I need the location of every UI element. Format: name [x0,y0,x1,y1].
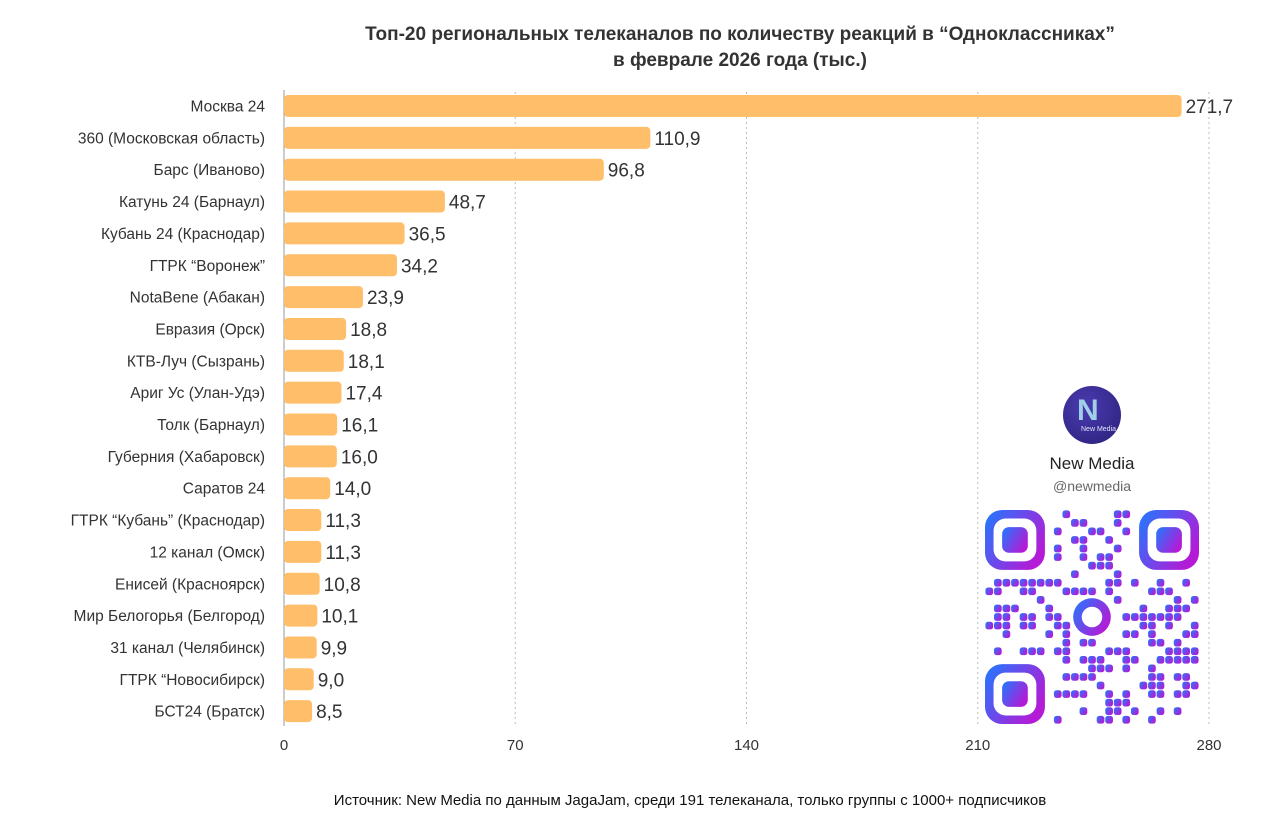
brand-name: New Media [1049,454,1135,473]
category-label: NotaBene (Абакан) [130,290,265,307]
value-label: 11,3 [325,543,361,564]
value-label: 34,2 [401,256,438,277]
new-media-logo-icon: N New Media [1063,386,1121,444]
value-label: 271,7 [1186,97,1234,118]
category-label: КТВ-Луч (Сызрань) [127,353,265,370]
category-label: ГТРК “Новосибирск) [120,672,265,689]
bar [284,477,331,500]
category-label: Катунь 24 (Барнаул) [119,194,265,211]
bar [284,222,405,245]
value-label: 96,8 [608,161,645,182]
category-label: Мир Белогорья (Белгород) [74,608,265,625]
value-label: 10,1 [321,607,358,628]
category-label: ГТРК “Кубань” (Краснодар) [71,513,265,530]
value-label: 18,1 [348,352,385,373]
bar [284,636,317,659]
category-label: Енисей (Красноярск) [115,576,265,593]
category-label: Барс (Иваново) [154,162,265,179]
bar [284,509,322,532]
category-label: 12 канал (Омск) [150,544,265,561]
category-label: Саратов 24 [183,481,266,498]
chart-title-line1: Топ-20 региональных телеканалов по колич… [365,24,1115,45]
value-label: 11,3 [325,511,361,532]
value-label: 9,0 [318,670,344,691]
bar [284,604,318,627]
bar [284,286,363,309]
bar [284,317,347,340]
bar [284,700,313,723]
bar [284,668,314,691]
x-tick-label: 0 [280,737,288,754]
source-note: Источник: New Media по данным JagaJam, с… [333,792,1047,809]
bar [284,381,342,404]
x-tick-label: 70 [507,737,524,754]
bar [284,413,338,436]
brand-block: N New Media New Media @newmedia [985,386,1199,494]
value-label: 48,7 [449,193,486,214]
bar [284,572,320,595]
value-label: 8,5 [316,702,342,723]
bar [284,190,445,213]
bar [284,445,337,468]
category-label: Ариг Ус (Улан-Удэ) [130,385,265,402]
value-label: 16,1 [341,416,378,437]
category-label: Толк (Барнаул) [157,417,265,434]
value-label: 10,8 [324,575,361,596]
category-label: Губерния (Хабаровск) [108,449,265,466]
category-label: Кубань 24 (Краснодар) [101,226,265,243]
bar [284,126,651,149]
value-label: 18,8 [350,320,387,341]
value-label: 9,9 [321,638,347,659]
x-tick-label: 140 [734,737,759,754]
value-label: 17,4 [345,384,382,405]
bar [284,95,1182,117]
category-label: Евразия (Орск) [155,321,265,338]
x-tick-label: 280 [1196,737,1221,754]
value-label: 110,9 [654,129,700,150]
bar [284,349,344,372]
brand-handle: @newmedia [1052,478,1132,494]
value-label: 23,9 [367,288,404,309]
bar [284,540,322,563]
category-label: 360 (Московская область) [78,130,265,147]
category-label: 31 канал (Челябинск) [110,640,265,657]
qr-code-icon [985,510,1199,724]
value-label: 14,0 [334,479,371,500]
value-label: 36,5 [409,224,446,245]
x-tick-label: 210 [965,737,990,754]
category-label: Москва 24 [191,99,266,116]
bar [284,254,397,277]
logo-text: New Media [1081,426,1117,433]
category-label: БСТ24 (Братск) [154,704,265,721]
chart-title-line2: в феврале 2026 года (тыс.) [613,50,867,71]
bar [284,158,604,181]
value-label: 16,0 [341,447,378,468]
category-label: ГТРК “Воронеж” [150,258,265,275]
